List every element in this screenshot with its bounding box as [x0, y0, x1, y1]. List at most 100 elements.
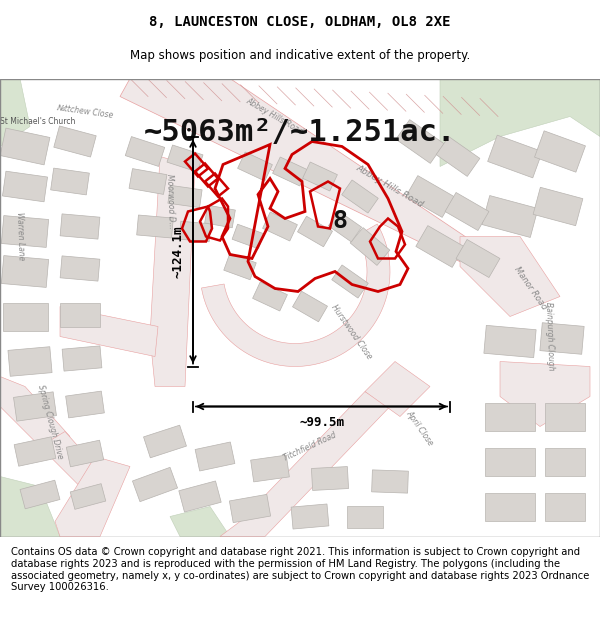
- Polygon shape: [545, 402, 585, 431]
- Polygon shape: [229, 494, 271, 522]
- Polygon shape: [332, 265, 368, 298]
- Polygon shape: [1, 216, 49, 248]
- Polygon shape: [298, 216, 332, 247]
- Text: 8: 8: [332, 209, 347, 234]
- Polygon shape: [365, 361, 430, 416]
- Text: Titchfield Road: Titchfield Road: [282, 431, 338, 462]
- Polygon shape: [179, 221, 211, 242]
- Polygon shape: [60, 256, 100, 281]
- Text: ~99.5m: ~99.5m: [299, 416, 344, 429]
- Polygon shape: [55, 456, 130, 536]
- Polygon shape: [2, 171, 47, 202]
- Polygon shape: [263, 212, 298, 241]
- Polygon shape: [535, 131, 586, 172]
- Polygon shape: [40, 431, 105, 486]
- Polygon shape: [0, 476, 60, 536]
- Polygon shape: [371, 470, 409, 493]
- Polygon shape: [485, 492, 535, 521]
- Polygon shape: [311, 467, 349, 491]
- Polygon shape: [328, 211, 362, 242]
- Polygon shape: [545, 448, 585, 476]
- Polygon shape: [540, 322, 584, 354]
- Text: Map shows position and indicative extent of the property.: Map shows position and indicative extent…: [130, 49, 470, 62]
- Polygon shape: [60, 214, 100, 239]
- Polygon shape: [456, 239, 500, 278]
- Polygon shape: [14, 437, 56, 466]
- Polygon shape: [440, 79, 600, 166]
- Polygon shape: [272, 157, 307, 186]
- Polygon shape: [485, 402, 535, 431]
- Polygon shape: [251, 455, 289, 482]
- Polygon shape: [170, 506, 230, 536]
- Polygon shape: [143, 425, 187, 458]
- Polygon shape: [291, 504, 329, 529]
- Polygon shape: [488, 135, 542, 178]
- Polygon shape: [120, 79, 480, 266]
- Polygon shape: [0, 128, 50, 165]
- Polygon shape: [302, 162, 337, 191]
- Text: April Close: April Close: [404, 409, 436, 447]
- Polygon shape: [484, 326, 536, 357]
- Polygon shape: [202, 224, 390, 366]
- Polygon shape: [253, 282, 287, 311]
- Polygon shape: [60, 306, 158, 356]
- Polygon shape: [14, 392, 56, 421]
- Text: ~5063m²/~1.251ac.: ~5063m²/~1.251ac.: [144, 118, 456, 146]
- Polygon shape: [70, 484, 106, 509]
- Polygon shape: [125, 137, 165, 166]
- Polygon shape: [436, 137, 480, 176]
- Polygon shape: [482, 196, 538, 238]
- Polygon shape: [2, 302, 47, 331]
- Text: ~124.1m: ~124.1m: [172, 225, 185, 278]
- Polygon shape: [342, 180, 378, 213]
- Polygon shape: [205, 205, 235, 228]
- Polygon shape: [62, 346, 102, 371]
- Polygon shape: [533, 188, 583, 226]
- Text: Warren Lane: Warren Lane: [14, 212, 25, 261]
- Text: Manor Road: Manor Road: [512, 265, 548, 312]
- Text: Bainpurgh Clough: Bainpurgh Clough: [544, 302, 556, 371]
- Polygon shape: [445, 192, 489, 231]
- Text: Spring Clough Drive: Spring Clough Drive: [36, 383, 64, 459]
- Text: №ttchew Close: №ttchew Close: [56, 103, 114, 120]
- Polygon shape: [167, 145, 203, 172]
- Polygon shape: [133, 468, 178, 502]
- Text: St Michael's Church: St Michael's Church: [1, 117, 76, 126]
- Polygon shape: [0, 376, 70, 446]
- Polygon shape: [460, 236, 560, 316]
- Polygon shape: [0, 79, 30, 146]
- Polygon shape: [396, 119, 444, 163]
- Polygon shape: [20, 480, 60, 509]
- Polygon shape: [406, 176, 454, 218]
- Polygon shape: [293, 291, 328, 322]
- Polygon shape: [500, 361, 590, 426]
- Text: 8, LAUNCESTON CLOSE, OLDHAM, OL8 2XE: 8, LAUNCESTON CLOSE, OLDHAM, OL8 2XE: [149, 15, 451, 29]
- Polygon shape: [347, 506, 383, 528]
- Polygon shape: [545, 492, 585, 521]
- Polygon shape: [232, 224, 264, 249]
- Text: Hurstwood Close: Hurstwood Close: [330, 302, 374, 361]
- Polygon shape: [137, 215, 173, 238]
- Polygon shape: [1, 256, 49, 288]
- Polygon shape: [50, 168, 89, 195]
- Text: Contains OS data © Crown copyright and database right 2021. This information is : Contains OS data © Crown copyright and d…: [11, 548, 589, 592]
- Polygon shape: [8, 347, 52, 376]
- Polygon shape: [65, 391, 104, 418]
- Polygon shape: [168, 186, 202, 208]
- Polygon shape: [238, 152, 272, 181]
- Polygon shape: [150, 156, 195, 386]
- Text: Abbey Hills Road: Abbey Hills Road: [355, 164, 425, 209]
- Polygon shape: [54, 126, 96, 157]
- Polygon shape: [195, 442, 235, 471]
- Polygon shape: [416, 226, 464, 268]
- Polygon shape: [129, 169, 167, 194]
- Text: Moorwood D...: Moorwood D...: [164, 174, 175, 229]
- Polygon shape: [60, 302, 100, 326]
- Polygon shape: [220, 391, 390, 536]
- Polygon shape: [485, 448, 535, 476]
- Polygon shape: [224, 253, 256, 280]
- Text: Abbey Hills Road: Abbey Hills Road: [245, 96, 305, 136]
- Polygon shape: [350, 228, 390, 266]
- Polygon shape: [179, 481, 221, 512]
- Polygon shape: [66, 440, 104, 467]
